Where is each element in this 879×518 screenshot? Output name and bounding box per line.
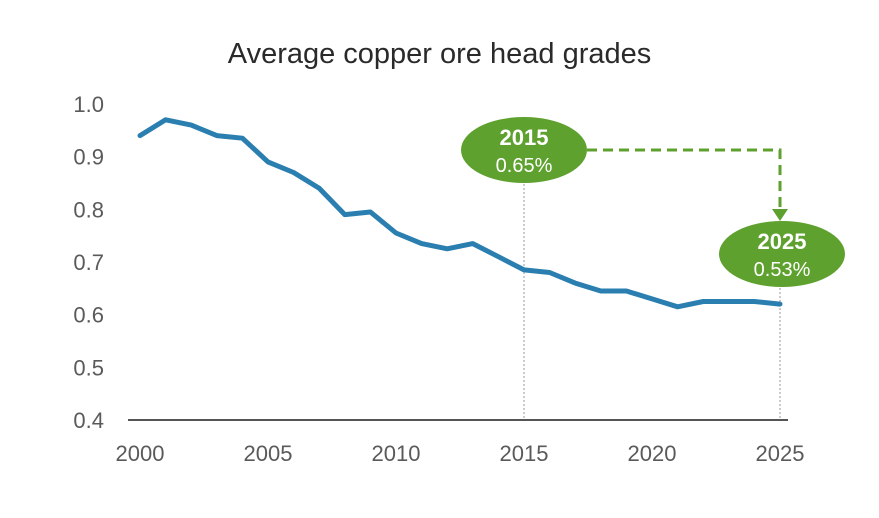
y-tick-label: 0.5 <box>73 355 104 380</box>
y-tick-label: 0.9 <box>73 145 104 170</box>
guide-lines <box>523 180 781 420</box>
y-tick-label: 0.8 <box>73 197 104 222</box>
y-tick-label: 0.6 <box>73 303 104 328</box>
annotation-value: 0.65% <box>496 155 553 177</box>
annotation-value: 0.53% <box>754 259 811 281</box>
annotation-bubbles: 2015 0.65% 2025 0.53% <box>461 117 845 287</box>
annotation-arrowhead <box>772 209 788 221</box>
y-tick-label: 0.7 <box>73 250 104 275</box>
x-tick-label: 2000 <box>116 441 165 466</box>
y-tick-labels: 0.4 0.5 0.6 0.7 0.8 0.9 1.0 <box>73 92 104 433</box>
chart-title: Average copper ore head grades <box>227 38 652 70</box>
x-tick-label: 2010 <box>372 441 421 466</box>
x-tick-label: 2020 <box>628 441 677 466</box>
annotation-bubble <box>461 117 587 183</box>
annotation-year: 2015 <box>500 125 549 150</box>
x-tick-labels: 2000 2005 2010 2015 2020 2025 <box>116 441 805 466</box>
annotation-year: 2025 <box>758 229 807 254</box>
y-tick-label: 0.4 <box>73 408 104 433</box>
x-tick-label: 2015 <box>500 441 549 466</box>
annotation-arrow <box>587 148 782 210</box>
x-tick-label: 2005 <box>244 441 293 466</box>
y-tick-label: 1.0 <box>73 92 104 117</box>
x-tick-label: 2025 <box>756 441 805 466</box>
annotation-bubble <box>719 221 845 287</box>
series-line-head-grade <box>137 117 783 310</box>
